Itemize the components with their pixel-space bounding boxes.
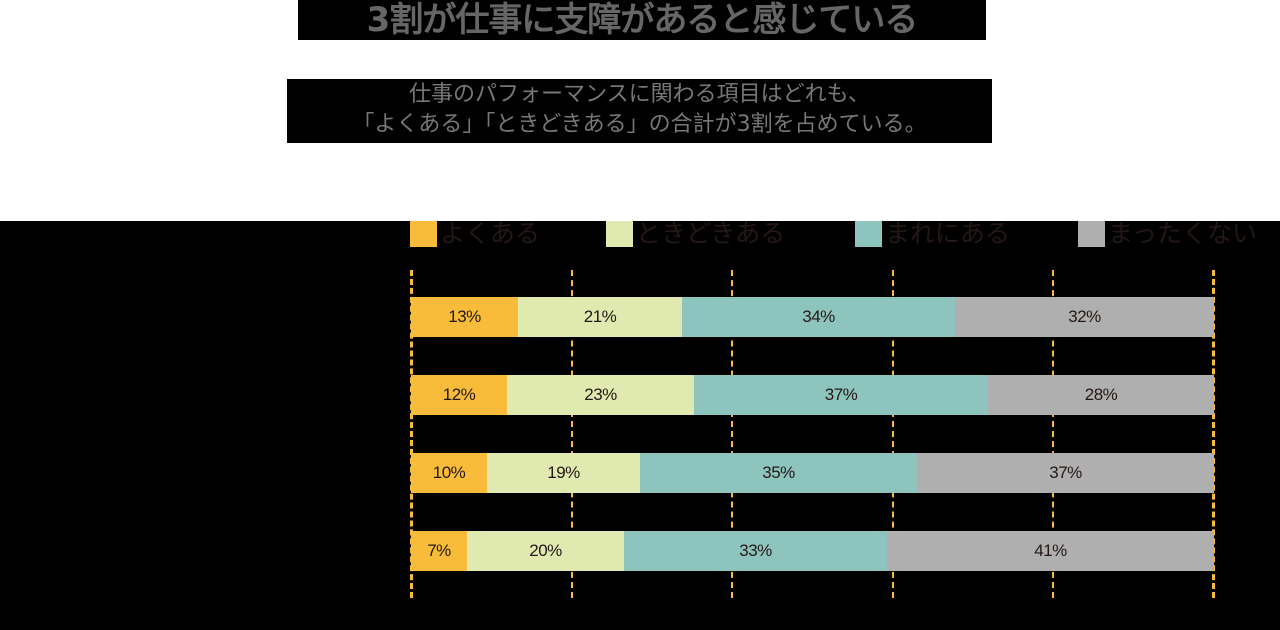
chart-title: 3割が仕事に支障があると感じている (366, 0, 919, 40)
gridline-80 (1052, 270, 1054, 598)
legend-swatch-rarely (855, 221, 882, 247)
bar-row-2: 12% 23% 37% 28% (411, 375, 1214, 415)
bar-segment-never: 37% (917, 453, 1214, 493)
legend-item-sometimes: ときどきある (606, 221, 785, 247)
legend-item-often: よくある (410, 221, 540, 247)
legend-swatch-sometimes (606, 221, 633, 247)
bar-segment-never: 28% (988, 375, 1214, 415)
bar-segment-sometimes: 20% (467, 531, 624, 571)
bar-segment-often: 7% (411, 531, 467, 571)
bar-segment-never: 32% (955, 297, 1214, 337)
bar-segment-rarely: 34% (682, 297, 955, 337)
subtitle-band: 仕事のパフォーマンスに関わる項目はどれも、 「よくある」「ときどきある」の合計が… (287, 79, 992, 143)
subtitle-line-1: 仕事のパフォーマンスに関わる項目はどれも、 (409, 82, 870, 107)
bar-segment-never: 41% (887, 531, 1214, 571)
gridline-0 (410, 270, 413, 598)
legend-label: よくある (440, 219, 541, 248)
bar-segment-rarely: 33% (624, 531, 887, 571)
gridline-20 (571, 270, 573, 598)
gridline-40 (731, 270, 733, 598)
legend-label: まったくない (1108, 219, 1258, 248)
bar-row-1: 13% 21% 34% 32% (411, 297, 1214, 337)
bar-row-4: 7% 20% 33% 41% (411, 531, 1214, 571)
bar-segment-rarely: 37% (694, 375, 988, 415)
legend-item-never: まったくない (1078, 221, 1257, 247)
legend-swatch-never (1078, 221, 1105, 247)
gridline-100 (1212, 270, 1215, 598)
gridline-60 (892, 270, 894, 598)
legend-label: まれにある (885, 219, 1011, 248)
bar-segment-rarely: 35% (640, 453, 917, 493)
bar-row-3: 10% 19% 35% 37% (411, 453, 1214, 493)
subtitle-line-2: 「よくある」「ときどきある」の合計が3割を占めている。 (352, 112, 927, 137)
bar-segment-sometimes: 19% (487, 453, 640, 493)
legend-item-rarely: まれにある (855, 221, 1010, 247)
legend-label: ときどきある (636, 219, 786, 248)
bar-segment-often: 13% (411, 297, 518, 337)
bar-segment-sometimes: 23% (507, 375, 694, 415)
bar-segment-sometimes: 21% (518, 297, 682, 337)
title-band: 3割が仕事に支障があると感じている (298, 0, 986, 40)
legend-swatch-often (410, 221, 437, 247)
bar-segment-often: 10% (411, 453, 487, 493)
bar-segment-often: 12% (411, 375, 507, 415)
